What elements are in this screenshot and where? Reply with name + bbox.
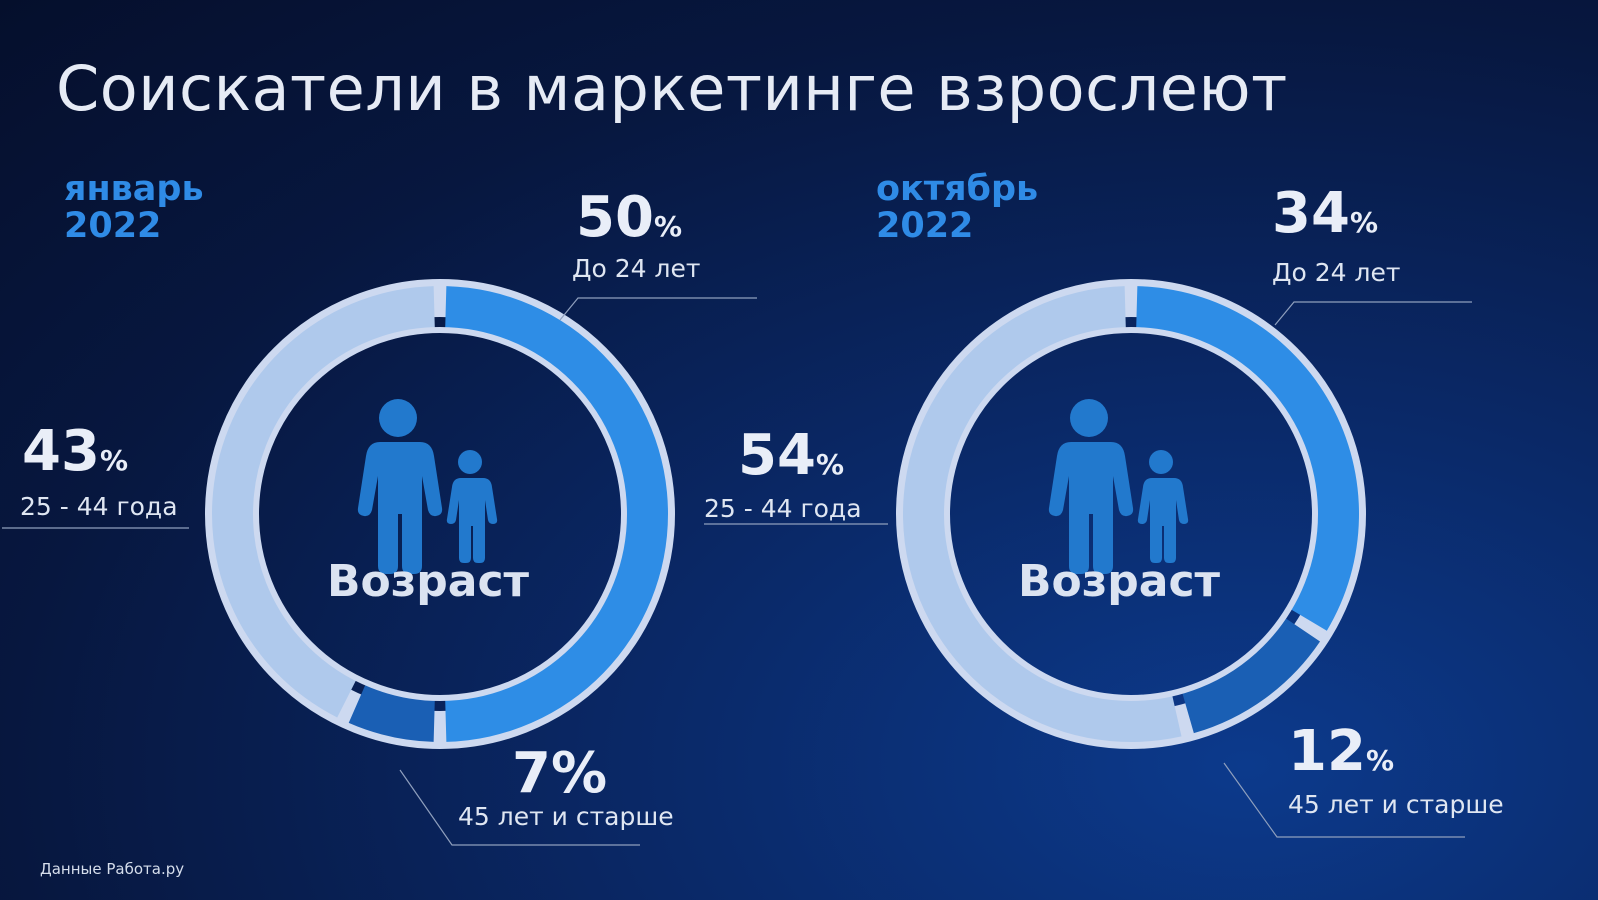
period-label-jan: январь 2022 — [64, 171, 204, 245]
leader-line — [399, 769, 640, 846]
value-label-oct-over45: 12% — [1288, 719, 1394, 784]
category-label-oct-under24: До 24 лет — [1272, 258, 1401, 287]
category-label-oct-over45: 45 лет и старше — [1288, 790, 1504, 819]
leader-line — [1223, 762, 1465, 838]
category-label-jan-under24: До 24 лет — [572, 254, 701, 283]
value-label-jan-under24: 50% — [576, 185, 682, 250]
leader-line — [559, 297, 757, 321]
category-label-jan-25-44: 25 - 44 года — [20, 492, 178, 521]
period-month: октябрь — [876, 169, 1039, 209]
value-number: 50 — [576, 185, 654, 250]
center-label: Возраст — [1018, 556, 1221, 607]
parent-child-icon — [1048, 399, 1189, 574]
segment-under24 — [1136, 286, 1359, 631]
source-note: Данные Работа.ру — [40, 860, 185, 878]
segment-25-44 — [211, 286, 435, 718]
period-label-oct: октябрь 2022 — [876, 171, 1038, 245]
period-year: 2022 — [876, 206, 974, 246]
segment-under24 — [445, 286, 668, 742]
donut-chart-1: Возраст — [704, 279, 1472, 838]
value-number: 43 — [22, 419, 100, 484]
parent-child-icon — [357, 399, 498, 574]
segment-over45 — [1181, 616, 1321, 734]
donut-chart-0: Возраст — [2, 279, 757, 846]
ring-inner-edge — [253, 327, 627, 701]
value-number: 12 — [1288, 719, 1366, 784]
leader-line — [1274, 301, 1472, 326]
category-label-oct-25-44: 25 - 44 года — [704, 494, 862, 523]
value-number: 7 — [512, 741, 551, 806]
value-label-jan-over45: 7% — [512, 741, 608, 806]
value-label-jan-25-44: 43% — [22, 419, 128, 484]
value-number: 34 — [1272, 181, 1350, 246]
period-month: январь — [64, 169, 204, 209]
value-label-oct-under24: 34% — [1272, 181, 1378, 246]
center-label: Возраст — [327, 556, 530, 607]
value-number: 54 — [738, 423, 816, 488]
value-label-oct-25-44: 54% — [738, 423, 844, 488]
ring-inner-edge — [944, 327, 1318, 701]
category-label-jan-over45: 45 лет и старше — [458, 802, 674, 831]
period-year: 2022 — [64, 206, 162, 246]
segment-25-44 — [902, 286, 1182, 742]
page-title: Соискатели в маркетинге взрослеют — [56, 52, 1288, 125]
